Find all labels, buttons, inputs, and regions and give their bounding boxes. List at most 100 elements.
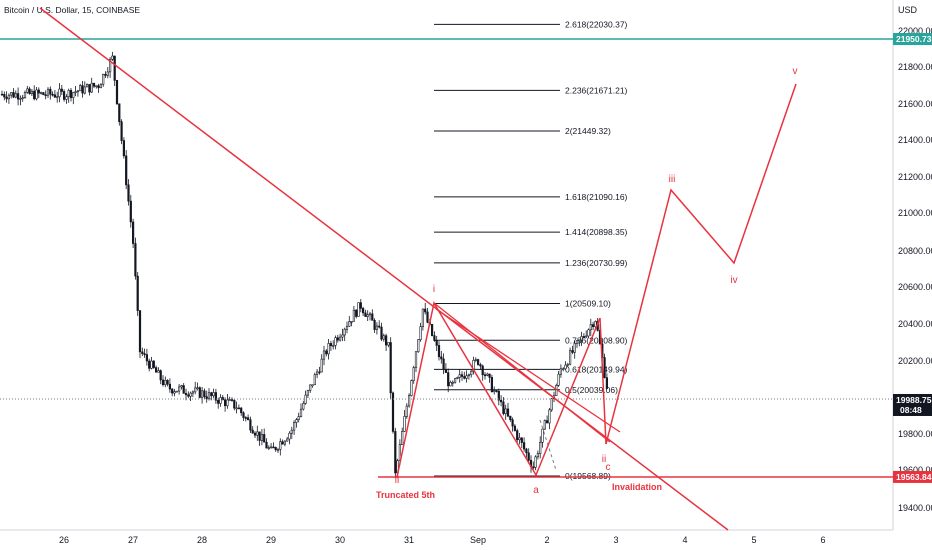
candle-body bbox=[113, 55, 116, 81]
candle-body bbox=[279, 441, 282, 450]
candle-body bbox=[180, 385, 183, 388]
candle-body bbox=[237, 407, 241, 410]
candle-body bbox=[53, 94, 56, 98]
y-tick-label: 22000.00 bbox=[898, 26, 932, 36]
candle-body bbox=[527, 452, 530, 461]
candle-body bbox=[603, 357, 606, 378]
candle-body bbox=[355, 309, 358, 317]
candle-body bbox=[184, 393, 188, 396]
candle-body bbox=[474, 359, 477, 361]
candle-body bbox=[5, 96, 8, 100]
descending-trendline[interactable] bbox=[39, 7, 729, 531]
candle-body bbox=[297, 416, 300, 420]
candle-body bbox=[210, 392, 213, 397]
candle-body bbox=[99, 83, 102, 89]
candle-body bbox=[286, 438, 289, 442]
candle-body bbox=[357, 302, 360, 317]
candle-body bbox=[332, 345, 335, 347]
wave-label-i: i bbox=[433, 284, 435, 295]
candle-body bbox=[550, 398, 553, 411]
candle-body bbox=[148, 360, 151, 369]
candle-body bbox=[476, 359, 480, 365]
x-tick-label: 31 bbox=[404, 535, 414, 545]
candle-body bbox=[171, 388, 174, 394]
candle-body bbox=[302, 403, 305, 410]
candle-body bbox=[265, 441, 268, 449]
candle-body bbox=[12, 92, 15, 98]
y-tick-label: 21800.00 bbox=[898, 62, 932, 72]
y-tick-label: 21200.00 bbox=[898, 172, 932, 182]
price-pane[interactable] bbox=[0, 0, 893, 530]
candle-body bbox=[138, 310, 142, 353]
candle-body bbox=[51, 93, 54, 96]
y-tick-label: 20800.00 bbox=[898, 246, 932, 256]
candle-body bbox=[518, 437, 521, 441]
candle-body bbox=[161, 379, 165, 386]
candle-body bbox=[244, 417, 247, 419]
y-tick-label: 20400.00 bbox=[898, 319, 932, 329]
candle-body bbox=[235, 407, 238, 410]
candle-body bbox=[348, 321, 351, 327]
candle-body bbox=[3, 94, 6, 98]
candle-body bbox=[520, 437, 523, 443]
candle-body bbox=[37, 89, 40, 94]
candle-body bbox=[201, 390, 204, 398]
candle-body bbox=[173, 391, 176, 394]
invalidation-note: Invalidation bbox=[612, 482, 662, 492]
candle-body bbox=[435, 340, 438, 346]
candle-body bbox=[513, 425, 516, 431]
candle-body bbox=[511, 419, 514, 427]
wedge-parallel-line[interactable] bbox=[435, 308, 621, 433]
candle-body bbox=[182, 385, 185, 394]
candlestick-series[interactable] bbox=[0, 51, 608, 479]
candle-body bbox=[343, 328, 346, 336]
candle-body bbox=[417, 339, 420, 353]
candle-body bbox=[320, 358, 323, 373]
candle-body bbox=[562, 368, 565, 371]
candle-body bbox=[35, 89, 38, 100]
candle-body bbox=[463, 376, 466, 379]
candle-body bbox=[382, 335, 385, 340]
candle-body bbox=[458, 374, 461, 378]
candle-body bbox=[76, 90, 79, 93]
candle-body bbox=[460, 374, 464, 377]
time-axis[interactable]: 26 27 28 29 30 31 Sep 2 3 4 5 6 bbox=[59, 535, 826, 545]
candle-body bbox=[522, 442, 526, 450]
wedge-upper-line[interactable] bbox=[433, 302, 611, 443]
candle-body bbox=[573, 343, 576, 353]
y-tick-label: 19800.00 bbox=[898, 429, 932, 439]
resistance-tag-value: 21950.73 bbox=[896, 34, 932, 44]
fib-level-label: 0.618(20149.94) bbox=[565, 364, 628, 374]
candle-body bbox=[419, 326, 422, 340]
candle-body bbox=[541, 428, 544, 443]
fib-level-label: 1(20509.10) bbox=[565, 299, 611, 309]
candle-body bbox=[16, 93, 20, 100]
fib-extension-tool[interactable]: 2.618(22030.37) 2.236(21671.21) 2(21449.32… bbox=[434, 19, 628, 481]
candle-body bbox=[329, 343, 333, 347]
wave-count-past[interactable] bbox=[396, 300, 607, 478]
wave-projection[interactable] bbox=[605, 83, 797, 445]
candle-body bbox=[106, 71, 109, 76]
x-tick-label: 30 bbox=[335, 535, 345, 545]
candle-body bbox=[394, 431, 397, 474]
resistance-price-tag[interactable]: 21950.73 bbox=[893, 33, 932, 46]
candle-body bbox=[352, 309, 356, 322]
candle-body bbox=[295, 419, 298, 423]
candle-body bbox=[401, 431, 404, 445]
candle-body bbox=[198, 387, 201, 398]
support-price-tag[interactable]: 19563.84 bbox=[893, 470, 932, 483]
candle-body bbox=[67, 90, 70, 98]
candle-body bbox=[384, 335, 388, 346]
candle-body bbox=[152, 360, 155, 368]
y-tick-label: 20200.00 bbox=[898, 356, 932, 366]
candle-body bbox=[33, 90, 36, 100]
candle-body bbox=[502, 401, 505, 414]
current-price-tag[interactable]: 19988.75 08:48 bbox=[893, 393, 932, 416]
candle-body bbox=[129, 200, 132, 223]
price-axis[interactable]: 22000.00 21800.00 21600.00 21400.00 2120… bbox=[898, 26, 932, 513]
candle-body bbox=[189, 392, 192, 397]
candle-body bbox=[122, 140, 125, 157]
candle-body bbox=[497, 390, 500, 401]
candle-body bbox=[414, 351, 418, 368]
